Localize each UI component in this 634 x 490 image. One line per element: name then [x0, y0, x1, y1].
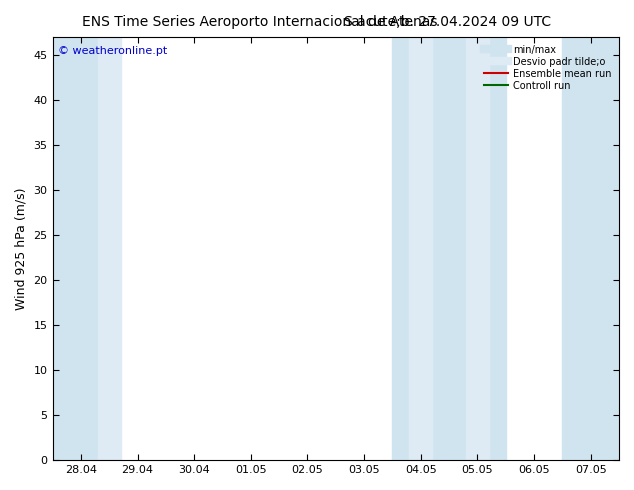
Legend: min/max, Desvio padr tilde;o, Ensemble mean run, Controll run: min/max, Desvio padr tilde;o, Ensemble m…: [481, 42, 614, 94]
Text: © weatheronline.pt: © weatheronline.pt: [58, 46, 167, 55]
Bar: [410, 37, 432, 460]
Bar: [53, 37, 109, 460]
Y-axis label: Wind 925 hPa (m/s): Wind 925 hPa (m/s): [15, 187, 28, 310]
Bar: [392, 37, 506, 460]
Bar: [466, 37, 489, 460]
Text: S acute;b. 27.04.2024 09 UTC: S acute;b. 27.04.2024 09 UTC: [344, 15, 552, 29]
Bar: [562, 37, 619, 460]
Bar: [98, 37, 120, 460]
Text: ENS Time Series Aeroporto Internacional de Atenas: ENS Time Series Aeroporto Internacional …: [82, 15, 438, 29]
